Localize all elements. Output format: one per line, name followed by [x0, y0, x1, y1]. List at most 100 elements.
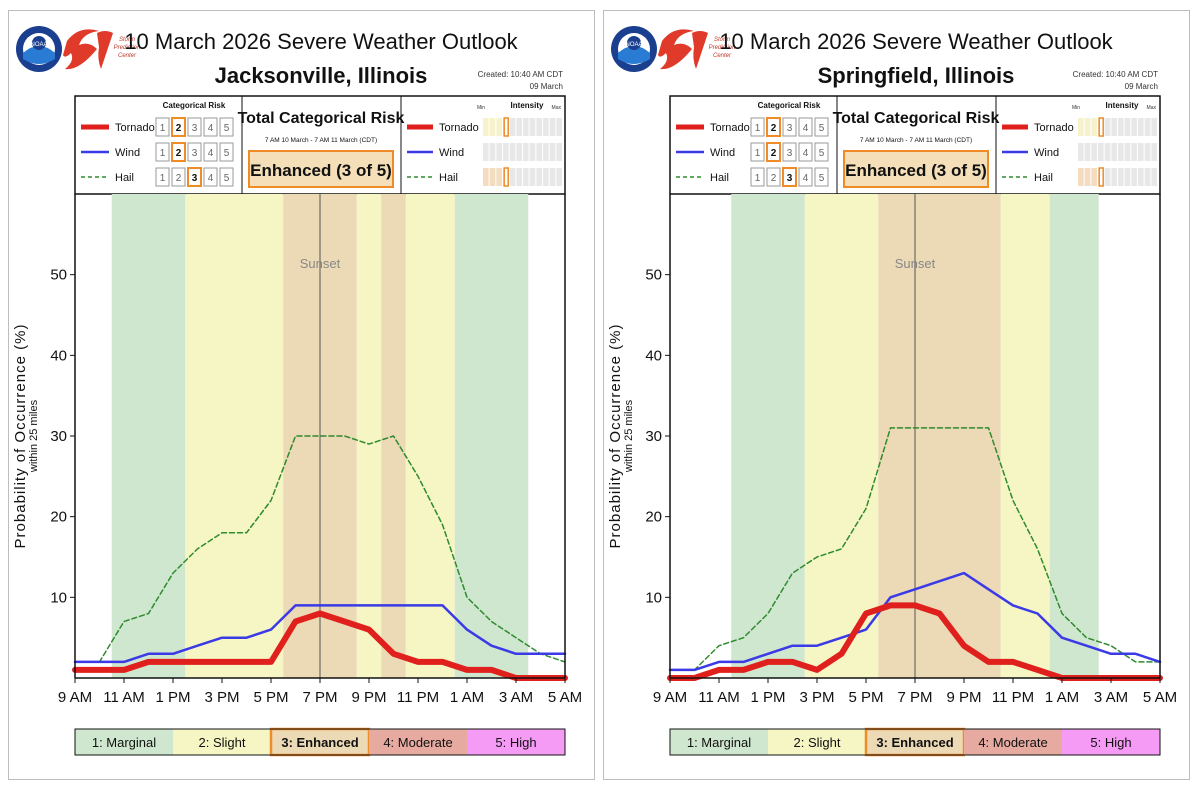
- intensity-segment: [1118, 168, 1124, 186]
- y-tick-label: 50: [645, 267, 662, 284]
- risk-box-tornado-3: [187, 117, 202, 137]
- legend-label-wind: Wind: [710, 147, 735, 159]
- intensity-header: Intensity: [511, 101, 544, 110]
- intensity-marker-tornado: [1098, 117, 1104, 137]
- x-tick-label: 7 PM: [302, 689, 337, 706]
- intensity-segment: [556, 118, 562, 136]
- x-tick-label: 9 AM: [58, 689, 92, 706]
- y-tick-label: 50: [50, 267, 67, 284]
- intensity-segment: [543, 118, 549, 136]
- x-tick-label: 3 AM: [1094, 689, 1128, 706]
- spc-logo-text-3: Center: [713, 53, 732, 59]
- spc-logo-text-1: Storm: [714, 37, 730, 43]
- risk-legend-bar: 1: Marginal 2: Slight 3: Enhanced 4: Modera…: [669, 727, 1161, 757]
- x-tick-label: 5 PM: [848, 689, 883, 706]
- total-risk-window: 7 AM 10 March - 7 AM 11 March (CDT): [265, 137, 377, 144]
- risk-box-hail-3: [782, 167, 797, 187]
- intensity-segment: [529, 118, 536, 136]
- x-tick-label: 11 PM: [992, 689, 1034, 706]
- probability-chart: Sunset 10 20 30 40 50 9 AM 11 AM 1 PM 3 PM 5 PM 7 P…: [12, 194, 582, 706]
- noaa-logo-text: NOAA: [625, 42, 642, 48]
- x-tick-label: 9 PM: [351, 689, 386, 706]
- intensity-segment: [489, 143, 496, 161]
- risk-box-wind-4: [203, 142, 218, 162]
- intensity-marker-hail: [503, 167, 509, 187]
- risk-box-tornado-2: [171, 117, 186, 137]
- outlook-graphic: NOAA Storm Prediction Center 10 March 20…: [12, 26, 582, 757]
- x-tick-label: 3 PM: [204, 689, 239, 706]
- categorical-risk-header: Categorical Risk: [758, 101, 821, 110]
- location-title: Jacksonville, Illinois: [215, 63, 428, 88]
- intensity-segment: [1084, 143, 1091, 161]
- x-tick-label: 9 PM: [946, 689, 981, 706]
- intensity-segment: [1078, 168, 1084, 186]
- risk-bar-frame: [74, 728, 566, 756]
- intensity-segment: [1104, 118, 1111, 136]
- intensity-segment: [523, 118, 529, 136]
- y-axis-label: Probability of Occurrence (%): [607, 324, 624, 549]
- intensity-segment: [1151, 168, 1157, 186]
- intensity-segment: [543, 143, 549, 161]
- x-tick-label: 1 AM: [1045, 689, 1079, 706]
- intensity-segment: [1131, 118, 1137, 136]
- series-line-wind: [73, 604, 567, 664]
- x-tick-label: 5 AM: [548, 689, 582, 706]
- created-time: Created: 10:40 AM CDT: [478, 70, 563, 79]
- series-line-hail: [74, 435, 566, 663]
- risk-level-4: [369, 729, 467, 755]
- legend-label-wind: Wind: [115, 147, 140, 159]
- risk-level-label-3: 3: Enhanced: [876, 735, 953, 750]
- intensity-segment: [516, 168, 522, 186]
- risk-level-label-2: 2: Slight: [199, 735, 246, 750]
- total-risk-badge: [843, 150, 989, 188]
- intensity-segment: [1111, 143, 1117, 161]
- intensity-segment: [536, 168, 542, 186]
- risk-box-number: 1: [160, 173, 166, 184]
- intensity-segment: [1124, 143, 1131, 161]
- created-date: 09 March: [530, 82, 563, 91]
- intensity-marker-tornado: [503, 117, 509, 137]
- risk-level-3: [269, 727, 371, 757]
- risk-level-label-2: 2: Slight: [794, 735, 841, 750]
- intensity-segment: [1118, 143, 1124, 161]
- risk-box-hail-5: [219, 167, 234, 187]
- x-tick-label: 11 AM: [103, 689, 144, 706]
- risk-level-label-3: 3: Enhanced: [281, 735, 358, 750]
- total-risk-window: 7 AM 10 March - 7 AM 11 March (CDT): [860, 137, 972, 144]
- outlook-title: 10 March 2026 Severe Weather Outlook: [124, 29, 518, 54]
- risk-box-number: 4: [208, 123, 214, 134]
- intensity-segment: [1104, 168, 1111, 186]
- total-risk-header: Total Categorical Risk: [833, 110, 1000, 127]
- risk-band-1: [185, 194, 284, 678]
- intensity-segment: [1084, 118, 1091, 136]
- created-time: Created: 10:40 AM CDT: [1073, 70, 1158, 79]
- risk-box-wind-5: [814, 142, 829, 162]
- intensity-min-label: Min: [477, 105, 485, 111]
- series-line-tornado: [72, 610, 568, 681]
- risk-box-number: 4: [803, 123, 809, 134]
- risk-box-number: 2: [771, 148, 777, 159]
- outlook-panel-jacksonville: NOAA Storm Prediction Center 10 March 20…: [8, 10, 595, 780]
- spc-logo-text-1: Storm: [119, 37, 135, 43]
- risk-box-number: 5: [224, 173, 230, 184]
- risk-band-3: [1000, 194, 1050, 678]
- risk-level-label-1: 1: Marginal: [687, 735, 751, 750]
- intensity-segment: [536, 143, 542, 161]
- intensity-segment: [1138, 118, 1144, 136]
- risk-level-2: [173, 729, 271, 755]
- risk-box-number: 3: [192, 173, 198, 184]
- intensity-marker-hail: [1098, 167, 1104, 187]
- risk-band-0: [731, 194, 805, 678]
- risk-box-hail-4: [203, 167, 218, 187]
- risk-band-6: [454, 194, 529, 678]
- intensity-segment: [503, 143, 509, 161]
- legend-label-right-wind: Wind: [1034, 147, 1059, 159]
- risk-box-number: 5: [819, 123, 825, 134]
- risk-box-tornado-1: [750, 117, 765, 137]
- noaa-logo-text: NOAA: [30, 42, 47, 48]
- y-axis-sublabel: within 25 miles: [28, 399, 40, 473]
- risk-box-tornado-2: [766, 117, 781, 137]
- risk-box-number: 3: [192, 123, 198, 134]
- risk-box-number: 1: [160, 148, 166, 159]
- risk-box-number: 4: [208, 173, 214, 184]
